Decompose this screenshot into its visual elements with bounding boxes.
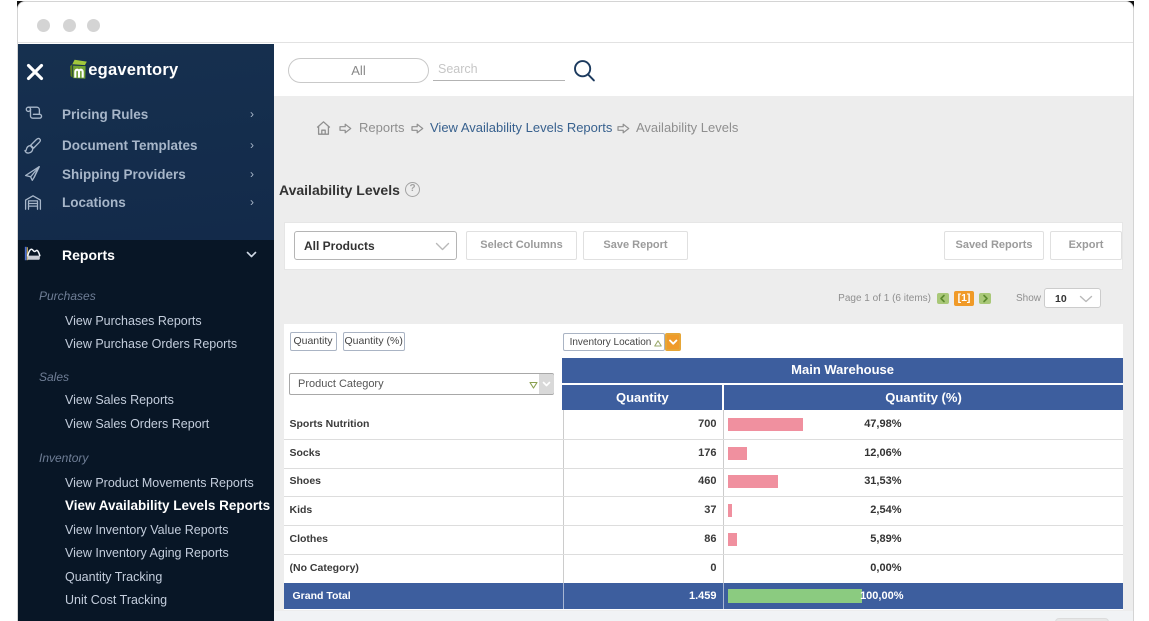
svg-text:egaventory: egaventory [88, 61, 179, 79]
